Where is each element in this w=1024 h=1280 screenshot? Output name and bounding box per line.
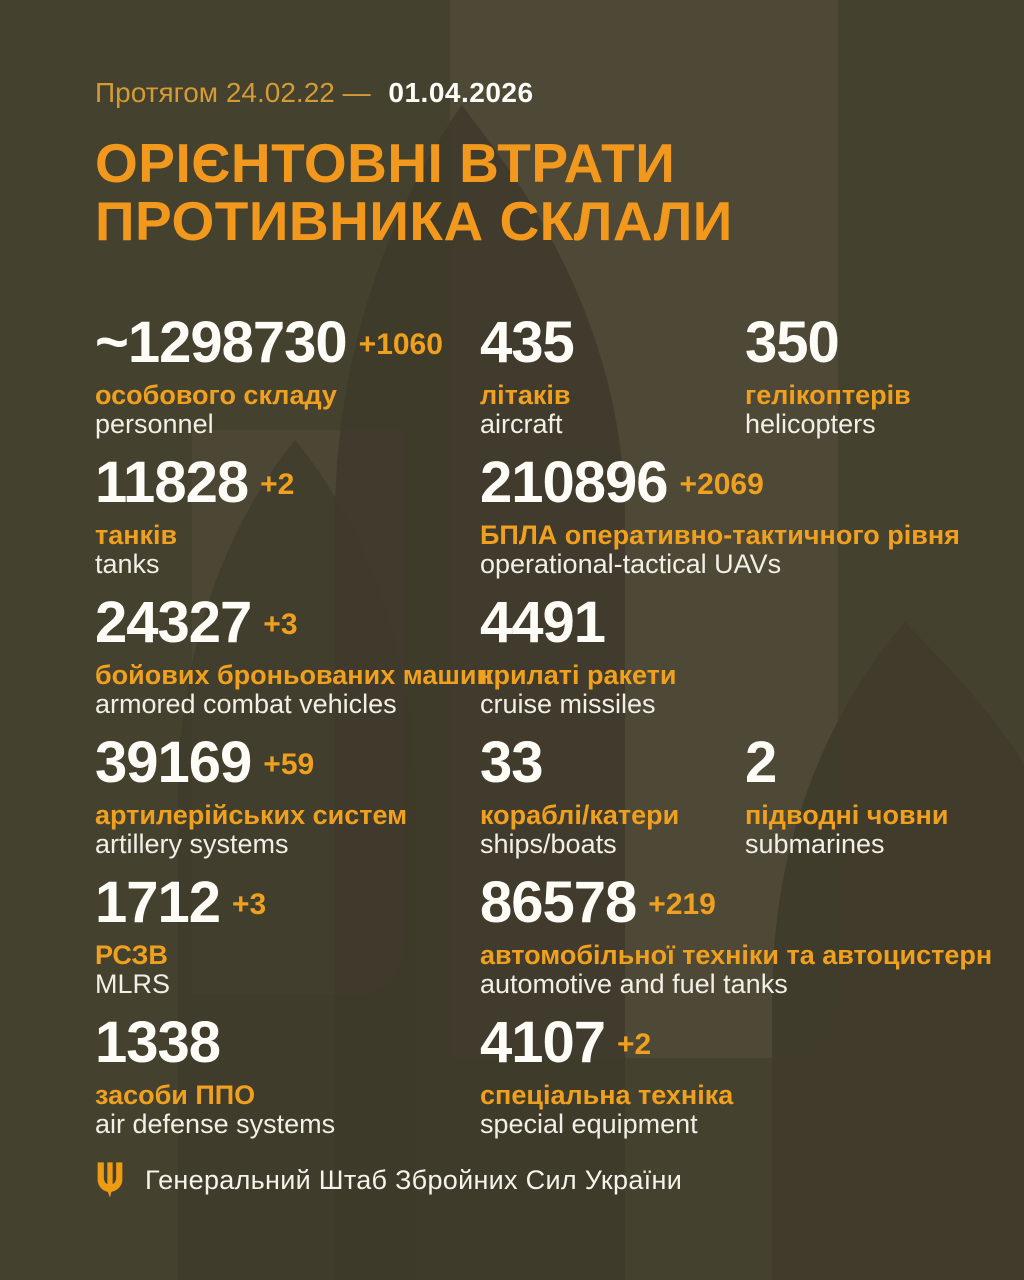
stat-label-ua: бойових броньованих машин <box>95 660 493 690</box>
stat-label-ua: крилаті ракети <box>480 660 677 690</box>
stat-number: 1338 <box>95 1010 221 1075</box>
stat-label-ua: підводні човни <box>745 800 949 830</box>
stat-number-row: 210896 +2069 <box>480 454 984 512</box>
tryzub-icon <box>97 1162 123 1198</box>
stat-number: 210896 <box>480 450 669 515</box>
stat-label-ua: танків <box>95 520 178 550</box>
stat-delta: +1060 <box>358 328 443 361</box>
footer: Генеральний Штаб Збройних Сил України <box>95 1160 984 1200</box>
stat-number-row: 33 <box>480 734 745 792</box>
period-line: Протягом 24.02.22 — 01.04.2026 <box>95 78 984 108</box>
stat-number-row: ~1298730 +1060 <box>95 314 480 372</box>
stat-label-en: automotive and fuel tanks <box>480 969 788 999</box>
stat-number-row: 39169 +59 <box>95 734 480 792</box>
stat-number: 11828 <box>95 450 249 515</box>
stat-label-en: operational-tactical UAVs <box>480 549 782 579</box>
stat-number: ~1298730 <box>95 310 348 375</box>
stat-label-en: artillery systems <box>95 829 289 859</box>
stat-number: 1712 <box>95 870 221 935</box>
stat-block: 24327 +3 бойових броньованих машин armor… <box>95 594 493 719</box>
stat-block: 1338 засоби ППО air defense systems <box>95 1014 480 1139</box>
stat-number: 2 <box>745 730 777 795</box>
period-end-date: 01.04.2026 <box>388 77 534 108</box>
stat-number-row: 4491 <box>480 594 984 652</box>
stat-label-en: aircraft <box>480 409 563 439</box>
stat-label-ua: РСЗВ <box>95 940 168 970</box>
background-shell-right <box>772 622 1024 1280</box>
stat-label-en: helicopters <box>745 409 876 439</box>
stat-delta: +219 <box>648 888 716 921</box>
page-title-line2: ПРОТИВНИКА СКЛАЛИ <box>95 190 733 252</box>
stat-label-ua: гелікоптерів <box>745 380 911 410</box>
stat-block: 2 підводні човни submarines <box>745 734 984 859</box>
stat-number: 33 <box>480 730 544 795</box>
background-shell-left <box>178 440 415 1280</box>
period-prefix: Протягом 24.02.22 — <box>95 77 371 108</box>
page-title-line1: ОРІЄНТОВНІ ВТРАТИ <box>95 132 676 194</box>
stat-block: ~1298730 +1060 особового складу personne… <box>95 314 480 439</box>
stat-number-row: 4107 +2 <box>480 1014 984 1072</box>
stat-number: 4491 <box>480 590 606 655</box>
footer-org-name: Генеральний Штаб Збройних Сил України <box>145 1164 683 1195</box>
stat-number-row: 24327 +3 <box>95 594 480 652</box>
stat-label-en: submarines <box>745 829 885 859</box>
stat-label-ua: автомобільної техніки та автоцистерн <box>480 940 993 970</box>
stat-block: 39169 +59 артилерійських систем artiller… <box>95 734 480 859</box>
stat-number: 4107 <box>480 1010 606 1075</box>
stat-label-en: ships/boats <box>480 829 617 859</box>
stat-label-ua: літаків <box>480 380 571 410</box>
stat-block: 435 літаків aircraft <box>480 314 745 439</box>
stat-number-row: 435 <box>480 314 745 372</box>
stat-number-row: 350 <box>745 314 984 372</box>
stat-block: 1712 +3 РСЗВ MLRS <box>95 874 480 999</box>
stat-block: 4491 крилаті ракети cruise missiles <box>480 594 984 719</box>
stat-label-en: air defense systems <box>95 1109 336 1139</box>
stat-label-en: personnel <box>95 409 214 439</box>
stat-delta: +59 <box>263 748 315 781</box>
stat-number: 350 <box>745 310 840 375</box>
stat-number-row: 1338 <box>95 1014 480 1072</box>
stat-number: 39169 <box>95 730 252 795</box>
stat-label-en: MLRS <box>95 969 171 999</box>
stat-label-ua: спеціальна техніка <box>480 1080 734 1110</box>
stat-number: 24327 <box>95 590 252 655</box>
stat-label-ua: засоби ППО <box>95 1080 256 1110</box>
stat-block: 86578 +219 автомобільної техніки та авто… <box>480 874 993 999</box>
stat-delta: +3 <box>263 608 298 641</box>
stat-block: 4107 +2 спеціальна техніка special equip… <box>480 1014 984 1139</box>
stats-grid: ~1298730 +1060 особового складу personne… <box>95 314 993 1139</box>
stat-number-row: 11828 +2 <box>95 454 480 512</box>
stat-delta: +3 <box>232 888 267 921</box>
stat-label-en: tanks <box>95 549 160 579</box>
stat-number: 435 <box>480 310 575 375</box>
stat-label-ua: кораблі/катери <box>480 800 680 830</box>
stat-block: 350 гелікоптерів helicopters <box>745 314 984 439</box>
stat-number-row: 2 <box>745 734 984 792</box>
stat-number-row: 86578 +219 <box>480 874 984 932</box>
stat-label-en: special equipment <box>480 1109 698 1139</box>
stat-block: 210896 +2069 БПЛА оперативно-тактичного … <box>480 454 984 579</box>
stat-number-row: 1712 +3 <box>95 874 480 932</box>
stat-label-ua: артилерійських систем <box>95 800 408 830</box>
stat-block: 11828 +2 танків tanks <box>95 454 480 579</box>
stat-number: 86578 <box>480 870 637 935</box>
stat-label-ua: особового складу <box>95 380 337 410</box>
stat-label-en: armored combat vehicles <box>95 689 397 719</box>
stat-label-ua: БПЛА оперативно-тактичного рівня <box>480 520 960 550</box>
page-title: ОРІЄНТОВНІ ВТРАТИ ПРОТИВНИКА СКЛАЛИ <box>95 134 984 250</box>
stat-delta: +2069 <box>679 468 764 501</box>
stat-block: 33 кораблі/катери ships/boats <box>480 734 745 859</box>
stat-delta: +2 <box>260 468 295 501</box>
stat-label-en: cruise missiles <box>480 689 656 719</box>
stat-delta: +2 <box>617 1028 652 1061</box>
